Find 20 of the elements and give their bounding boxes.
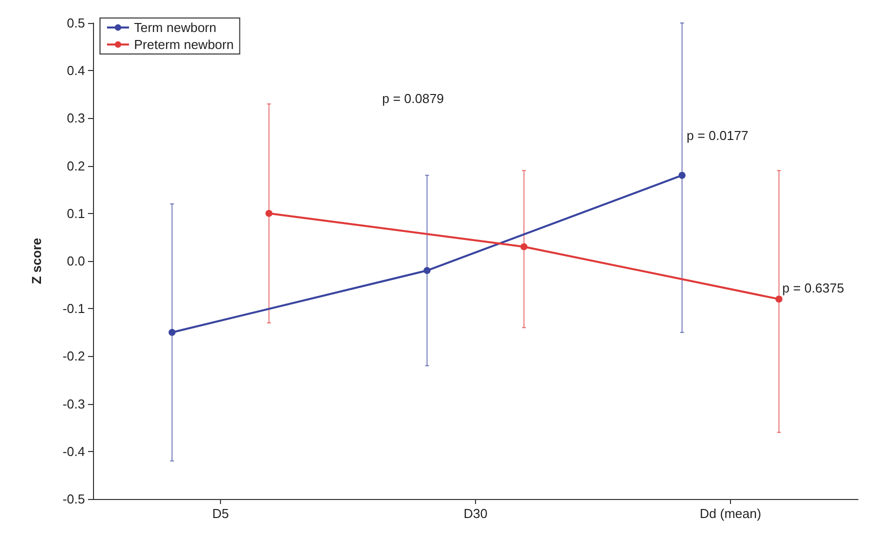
annotation: p = 0.0879: [382, 91, 444, 106]
y-axis-title: Z score: [29, 238, 44, 284]
y-tick-label: 0.0: [66, 254, 85, 268]
legend-label: Preterm newborn: [134, 37, 234, 52]
y-tick-label: 0.1: [66, 206, 85, 221]
y-tick-label: -0.2: [62, 348, 85, 364]
y-tick-label: -0.4: [62, 444, 85, 459]
y-tick-label: -0.5: [62, 492, 85, 506]
y-tick-label: 0.2: [66, 158, 85, 174]
y-tick-label: -0.3: [62, 396, 85, 412]
annotation: p = 0.0177: [686, 128, 748, 143]
y-tick-label: -0.1: [62, 301, 85, 316]
x-tick-label: Dd (mean): [700, 506, 762, 521]
annotation: p = 0.6375: [782, 280, 844, 296]
x-tick-label: D30: [464, 506, 488, 521]
y-tick-label: 0.5: [66, 16, 85, 30]
y-tick-label: 0.3: [66, 110, 85, 126]
y-tick-label: 0.4: [66, 63, 85, 78]
legend-label: Term newborn: [134, 20, 216, 35]
x-tick-label: D5: [212, 506, 229, 521]
